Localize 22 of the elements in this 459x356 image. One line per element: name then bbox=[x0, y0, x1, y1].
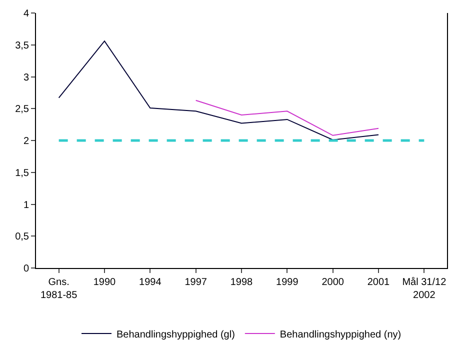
x-tick-label: 2000 bbox=[322, 277, 344, 288]
x-tick-label: 1999 bbox=[276, 277, 299, 288]
y-tick-label: 1,5 bbox=[15, 168, 30, 179]
line-series bbox=[58, 40, 379, 140]
x-tick-label: 1998 bbox=[230, 277, 254, 288]
x-tick-label: 1990 bbox=[93, 277, 116, 288]
line-series bbox=[195, 100, 379, 136]
x-tick-label: 1994 bbox=[139, 277, 162, 288]
legend-label: Behandlingshyppighed (ny) bbox=[280, 329, 402, 340]
y-tick-label: 1 bbox=[23, 200, 30, 211]
legend-label: Behandlingshyppighed (gl) bbox=[116, 329, 235, 340]
x-tick-label: Gns. 1981-85 bbox=[40, 277, 78, 301]
x-tick-label: Mål 31/12 2002 bbox=[402, 276, 447, 301]
x-tick-label: 2001 bbox=[367, 277, 390, 288]
y-tick-label: 0,5 bbox=[15, 232, 30, 243]
y-tick-label: 0 bbox=[23, 264, 30, 274]
y-tick-label: 2,5 bbox=[15, 104, 30, 116]
y-tick-label: 2 bbox=[23, 136, 30, 147]
y-tick-label: 3 bbox=[23, 72, 30, 84]
y-tick-label: 3,5 bbox=[15, 40, 30, 52]
y-tick-label: 4 bbox=[23, 8, 30, 20]
x-tick-label: 1997 bbox=[184, 277, 208, 288]
